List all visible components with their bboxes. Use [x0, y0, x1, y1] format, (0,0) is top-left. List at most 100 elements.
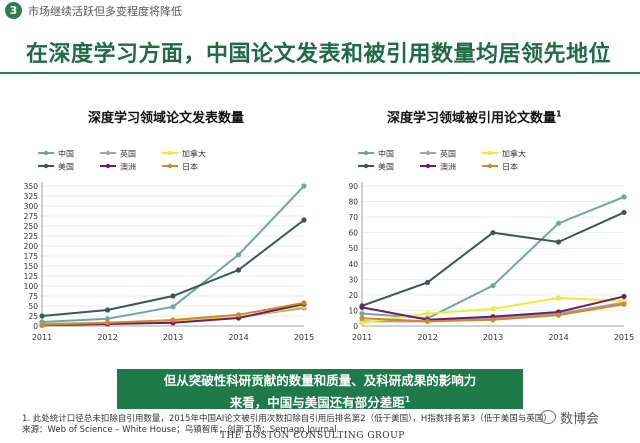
banner-line-2: 来看，中国与美国还有部分差距1: [117, 390, 523, 412]
left-chart-y-tick-label: 200: [24, 242, 39, 251]
right-chart-data-point: [555, 312, 562, 318]
left-chart-y-tick-label: 300: [24, 202, 39, 211]
watermark: 数博会: [560, 412, 600, 427]
right-chart-data-point: [490, 230, 496, 236]
left-chart-series-line-中国: [41, 185, 305, 323]
right-chart-data-point: [555, 220, 562, 226]
left-chart-legend-label: 英国: [120, 149, 136, 159]
left-chart-data-point: [170, 293, 176, 299]
banner-line-1: 但从突破性科研贡献的数量和质量、及科研成果的影响力: [163, 373, 477, 388]
right-chart-data-point: [621, 293, 627, 300]
right-chart-series-line-美国: [361, 211, 625, 307]
section-title: 市场继续活跃但多变程度将降低: [28, 5, 182, 18]
right-chart-data-point: [424, 318, 431, 324]
left-chart-data-point: [104, 316, 111, 322]
right-chart-legend-marker: [363, 163, 369, 169]
left-chart-x-tick-label: 2013: [163, 333, 183, 342]
left-chart-legend-label: 美国: [58, 162, 74, 172]
right-chart-data-point: [359, 310, 365, 317]
right-chart-y-tick-label: 10: [348, 306, 358, 315]
right-chart-data-point: [424, 310, 431, 317]
right-chart-legend-label: 澳洲: [440, 162, 456, 172]
top-bar: 3 市场继续活跃但多变程度将降低: [0, 0, 640, 22]
right-chart-legend-marker: [487, 163, 493, 169]
left-chart-y-tick-label: 0: [33, 322, 38, 331]
key-takeaway-banner: 但从突破性科研贡献的数量和质量、及科研成果的影响力 来看，中国与美国还有部分差距…: [117, 369, 523, 412]
left-chart-data-point: [301, 183, 307, 189]
right-chart-data-point: [490, 306, 496, 312]
right-chart-y-tick-label: 80: [348, 198, 358, 207]
right-chart-legend-marker: [425, 163, 431, 169]
left-chart-legend-marker: [167, 163, 173, 169]
right-chart-x-tick-label: 2011: [352, 333, 372, 342]
left-chart-y-tick-label: 325: [24, 192, 39, 201]
left-chart-legend-marker: [105, 150, 111, 156]
left-chart-legend-marker: [43, 163, 49, 169]
right-chart-data-point: [490, 317, 496, 323]
left-chart-title: 深度学习领域论文发表数量: [88, 111, 245, 126]
right-chart-data-point: [621, 194, 627, 200]
right-chart-y-tick-label: 60: [348, 229, 358, 238]
left-chart-data-point: [235, 312, 242, 318]
left-chart-legend-marker: [43, 150, 49, 156]
left-chart-data-point: [170, 304, 176, 310]
right-chart-y-tick-label: 0: [353, 322, 358, 331]
footnote: 1. 此处统计口径总未扣除自引用数量，2015年中国AI论文被引用次数扣除自引用…: [22, 414, 552, 424]
right-chart-y-tick-label: 90: [348, 182, 358, 191]
left-chart-data-point: [104, 307, 111, 313]
right-chart-legend-label: 中国: [378, 149, 394, 159]
left-chart-legend-label: 中国: [58, 149, 74, 159]
right-chart-legend-label: 英国: [440, 149, 456, 159]
left-chart-y-tick-label: 50: [28, 302, 38, 311]
right-chart-data-point: [424, 279, 431, 286]
right-chart-x-tick-label: 2014: [548, 333, 568, 342]
right-chart-y-tick-label: 50: [348, 244, 358, 253]
right-chart-legend-marker: [425, 150, 431, 156]
right-chart-y-tick-label: 70: [348, 213, 358, 222]
left-chart-series-line-美国: [41, 219, 305, 317]
left-chart-x-tick-label: 2012: [97, 333, 117, 342]
headline-divider: [0, 72, 640, 74]
left-chart-legend-marker: [105, 163, 111, 169]
left-chart-legend-label: 日本: [182, 162, 198, 172]
wechat-icon: [540, 410, 556, 424]
left-chart-y-tick-label: 350: [24, 182, 39, 191]
left-chart-x-tick-label: 2014: [228, 333, 248, 342]
left-chart-legend-marker: [167, 150, 173, 156]
right-chart-title: 深度学习领域被引用论文数量1: [387, 107, 562, 126]
left-chart-x-tick-label: 2011: [32, 333, 52, 342]
left-chart-y-tick-label: 75: [28, 292, 38, 301]
left-chart-y-tick-label: 25: [28, 312, 38, 321]
page-headline: 在深度学习方面，中国论文发表和被引用数量均居领先地位: [26, 42, 612, 67]
right-chart-data-point: [555, 295, 562, 301]
banner-line-2-text: 来看，中国与美国还有部分差距: [229, 395, 405, 411]
right-chart-title-sup: 1: [556, 109, 562, 119]
right-chart-data-point: [359, 304, 365, 310]
left-chart-data-point: [301, 217, 307, 223]
right-chart-title-text: 深度学习领域被引用论文数量: [387, 111, 557, 126]
right-chart-y-tick-label: 20: [348, 291, 358, 300]
right-chart-y-tick-label: 40: [348, 260, 358, 269]
right-chart-data-point: [359, 320, 365, 326]
left-chart-legend-label: 澳洲: [120, 162, 136, 172]
left-chart-y-tick-label: 175: [24, 252, 39, 261]
right-chart-data-point: [621, 209, 627, 216]
right-chart-legend-marker: [363, 150, 369, 156]
right-chart-data-point: [490, 282, 496, 289]
right-chart-x-tick-label: 2013: [483, 333, 503, 342]
left-chart-y-tick-label: 150: [24, 262, 39, 271]
right-chart-legend-label: 美国: [378, 162, 394, 172]
left-chart-x-tick-label: 2015: [294, 333, 314, 342]
right-chart-data-point: [621, 301, 627, 307]
left-chart-data-point: [301, 300, 307, 306]
bcg-logo: THE BOSTON CONSULTING GROUP: [220, 431, 405, 441]
right-chart-legend-label: 日本: [502, 162, 518, 172]
right-chart-data-point: [555, 239, 562, 245]
page-number-badge: 3: [5, 2, 22, 19]
right-chart-x-tick-label: 2012: [417, 333, 437, 342]
left-chart-data-point: [39, 322, 45, 328]
left-chart-data-point: [235, 252, 242, 258]
right-chart-data-point: [359, 315, 365, 321]
